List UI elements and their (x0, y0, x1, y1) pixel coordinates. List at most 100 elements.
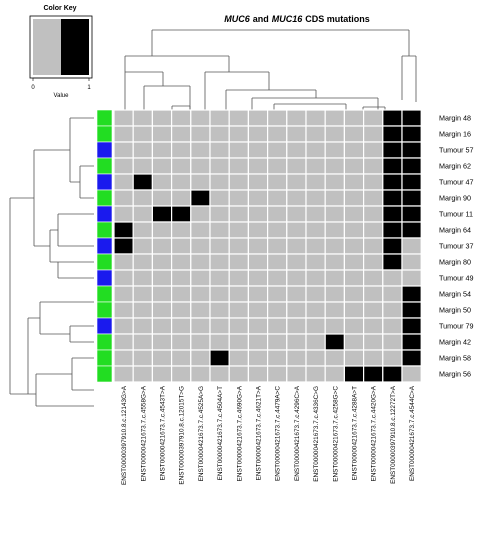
heatmap-cell (190, 221, 211, 239)
heatmap-cell (286, 253, 307, 271)
column-label: ENST00000421673.7.c.4525A>G (198, 386, 205, 481)
heatmap-cell (324, 125, 346, 143)
heatmap-cell (324, 141, 346, 159)
heatmap-cell (247, 317, 269, 335)
heatmap-cell (190, 173, 211, 191)
heatmap-cell (228, 317, 249, 335)
heatmap-cell (363, 237, 384, 255)
row-dendro-top (69, 117, 94, 183)
column-label: ENST00000397910.8.c.12015T>G (179, 386, 186, 485)
heatmap-cell (171, 237, 192, 255)
heatmap-cell (382, 269, 403, 287)
title-rest: CDS mutations (305, 14, 370, 24)
heatmap-cell (286, 301, 307, 319)
heatmap-cell (343, 333, 365, 351)
row-dendro-mid-a (57, 213, 94, 247)
heatmap-cell (382, 285, 403, 303)
col-dendro-f (251, 97, 379, 111)
heatmap-cell (363, 109, 384, 127)
heatmap-cell (324, 253, 346, 271)
heatmap-cell (401, 285, 422, 303)
row-side-color (96, 317, 113, 335)
row-labels: Margin 48 Margin 16 Tumour 57 Margin 62 Tumo… (439, 114, 474, 379)
title-conjunction: and (253, 14, 269, 24)
heatmap-cell (228, 141, 249, 159)
heatmap-cell (209, 173, 230, 191)
heatmap-cell (343, 125, 365, 143)
heatmap-cell (401, 109, 422, 127)
row-label: Tumour 37 (439, 242, 474, 251)
heatmap-cell (228, 333, 249, 351)
heatmap-cell (113, 109, 134, 127)
heatmap-cell (401, 125, 422, 143)
heatmap-cell (382, 141, 403, 159)
heatmap-cell (171, 365, 192, 383)
row-label: Margin 62 (439, 162, 471, 171)
row-side-color (96, 269, 113, 287)
heatmap-cell (286, 317, 307, 335)
heatmap-cell (363, 173, 384, 191)
col-dendro-right (401, 55, 417, 102)
heatmap-cell (401, 173, 422, 191)
heatmap-cell (151, 365, 173, 383)
column-label: ENST00000421673.7.c.4543T>A (160, 385, 167, 480)
heatmap-cell (324, 237, 346, 255)
heatmap-cell (267, 333, 288, 351)
heatmap-cell (151, 189, 173, 207)
heatmap-cell (209, 157, 230, 175)
heatmap-cell (324, 221, 346, 239)
heatmap-cell (151, 301, 173, 319)
color-key-title: Color Key (43, 5, 76, 12)
heatmap-cell (305, 221, 326, 239)
heatmap-cell (286, 333, 307, 351)
heatmap-cell (228, 205, 249, 223)
heatmap-cell (363, 333, 384, 351)
heatmap-cell (171, 285, 192, 303)
heatmap-cell (132, 317, 153, 335)
heatmap-cell (401, 269, 422, 287)
chart-title: MUC6 and MUC16 CDS mutations (224, 14, 370, 24)
heatmap-cell (190, 333, 211, 351)
color-key-low-swatch (33, 19, 61, 75)
heatmap-cell (286, 285, 307, 303)
heatmap-cell (190, 269, 211, 287)
heatmap-cell (324, 349, 346, 367)
heatmap-cell (305, 317, 326, 335)
row-label: Margin 58 (439, 354, 471, 363)
heatmap-cell (305, 269, 326, 287)
heatmap-cell (305, 189, 326, 207)
row-label: Margin 54 (439, 290, 471, 299)
column-label: ENST00000421673.7.c.4621T>A (256, 385, 263, 480)
heatmap-cell (247, 285, 269, 303)
heatmap-cell (171, 349, 192, 367)
heatmap-cell (363, 205, 384, 223)
row-label: Tumour 47 (439, 178, 474, 187)
row-dendro-lower-a (39, 301, 94, 335)
heatmap-cell (113, 189, 134, 207)
heatmap-cell (228, 285, 249, 303)
heatmap-cell (247, 157, 269, 175)
heatmap-cell (343, 285, 365, 303)
heatmap-cell (209, 141, 230, 159)
heatmap-cell (190, 317, 211, 335)
heatmap-cell (305, 125, 326, 143)
heatmap-cell (382, 157, 403, 175)
heatmap-cell (247, 333, 269, 351)
heatmap-cell (401, 349, 422, 367)
heatmap-cell (113, 285, 134, 303)
heatmap-cell (209, 125, 230, 143)
col-dendro-a (124, 71, 164, 112)
heatmap-cell (382, 237, 403, 255)
row-side-color (96, 125, 113, 143)
row-dendro-upper (33, 149, 70, 247)
heatmap-cell (228, 253, 249, 271)
heatmap-cell (401, 157, 422, 175)
row-side-color (96, 109, 113, 127)
row-dendro-lower-b (69, 325, 94, 343)
heatmap-cell (171, 317, 192, 335)
heatmap-cell (363, 189, 384, 207)
heatmap-cell (228, 349, 249, 367)
heatmap-cell (190, 349, 211, 367)
heatmap-cell (267, 301, 288, 319)
